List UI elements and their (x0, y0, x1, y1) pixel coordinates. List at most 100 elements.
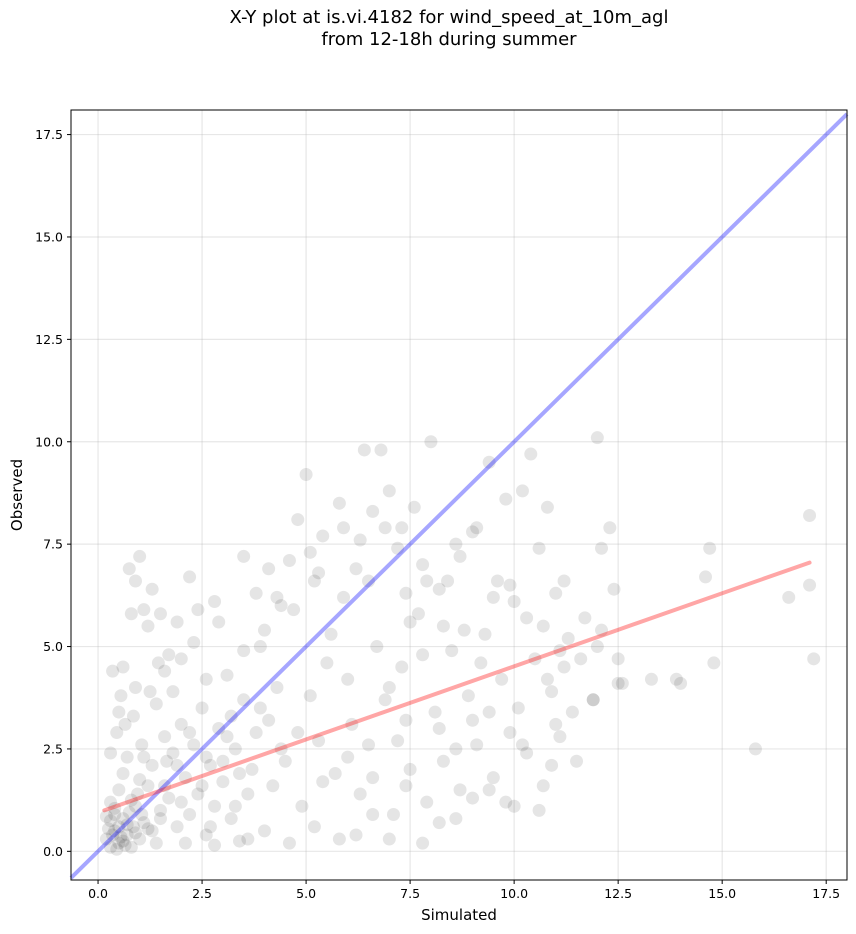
data-point (386, 807, 400, 821)
x-axis-ticks: 0.0 2.5 5.0 7.5 10.0 12.5 15.0 17.5 (88, 880, 840, 901)
data-point (532, 541, 546, 555)
data-point (262, 713, 276, 727)
data-point (199, 828, 213, 842)
data-point (166, 746, 180, 760)
data-point (478, 627, 492, 641)
data-point (807, 652, 821, 666)
data-point (482, 705, 496, 719)
data-point (178, 836, 192, 850)
data-point (461, 689, 475, 703)
data-point (162, 648, 176, 662)
data-point (345, 717, 359, 731)
data-point (216, 754, 230, 768)
data-point (228, 799, 242, 813)
data-point (307, 820, 321, 834)
data-point (120, 828, 134, 842)
data-point (282, 554, 296, 568)
data-point (135, 738, 149, 752)
data-point (503, 578, 517, 592)
data-point (449, 742, 463, 756)
data-point (366, 807, 380, 821)
data-point (106, 828, 120, 842)
data-point (112, 836, 126, 850)
data-point (403, 762, 417, 776)
data-point (574, 652, 588, 666)
data-point (782, 590, 796, 604)
data-point (391, 734, 405, 748)
data-point (466, 713, 480, 727)
data-point (128, 799, 142, 813)
data-point (511, 701, 525, 715)
data-point (482, 783, 496, 797)
data-point (399, 779, 413, 793)
data-point (253, 640, 267, 654)
data-point (586, 693, 600, 707)
data-point (557, 574, 571, 588)
data-point (122, 805, 136, 819)
data-point (553, 730, 567, 744)
data-point (553, 644, 567, 658)
data-point (586, 693, 600, 707)
data-point (312, 566, 326, 580)
data-point (399, 586, 413, 600)
data-point (549, 717, 563, 731)
data-point (118, 717, 132, 731)
data-point (466, 525, 480, 539)
data-point (482, 455, 496, 469)
data-point (162, 791, 176, 805)
data-point (378, 693, 392, 707)
data-point (131, 787, 145, 801)
data-point (112, 783, 126, 797)
data-point (378, 521, 392, 535)
data-point (590, 431, 604, 445)
data-point (324, 627, 338, 641)
data-point (561, 631, 575, 645)
data-point (486, 771, 500, 785)
data-point (578, 611, 592, 625)
data-point (208, 838, 222, 852)
data-point (137, 603, 151, 617)
data-point (453, 549, 467, 563)
data-point (536, 619, 550, 633)
data-point (233, 767, 247, 781)
data-point (416, 836, 430, 850)
data-point (245, 762, 259, 776)
data-point (108, 824, 122, 838)
data-point (126, 820, 140, 834)
x-axis-label: Simulated (421, 906, 497, 924)
data-point (149, 697, 163, 711)
data-point (237, 549, 251, 563)
data-point (545, 758, 559, 772)
reference-lines (69, 112, 849, 880)
data-point (490, 574, 504, 588)
data-point (183, 807, 197, 821)
data-point (291, 513, 305, 527)
data-point (133, 549, 147, 563)
data-point (565, 705, 579, 719)
data-point (395, 660, 409, 674)
y-axis-ticks: 0.0 2.5 5.0 7.5 10.0 12.5 15.0 17.5 (35, 127, 71, 859)
data-point (366, 771, 380, 785)
data-point (153, 812, 167, 826)
data-point (420, 795, 434, 809)
data-point (128, 681, 142, 694)
data-point (122, 562, 136, 576)
data-point (528, 652, 542, 666)
data-point (803, 508, 817, 522)
data-point (141, 822, 155, 836)
data-point (416, 648, 430, 662)
data-point (208, 594, 222, 608)
data-point (104, 840, 118, 854)
y-tick-label: 10.0 (35, 434, 63, 449)
data-point (507, 594, 521, 608)
data-point (187, 738, 201, 752)
data-point (432, 816, 446, 830)
data-point (382, 484, 396, 498)
y-tick-label: 2.5 (43, 741, 63, 756)
data-point (337, 521, 351, 535)
data-point (158, 779, 172, 793)
data-point (337, 590, 351, 604)
data-point (124, 840, 138, 854)
data-point (128, 574, 142, 588)
